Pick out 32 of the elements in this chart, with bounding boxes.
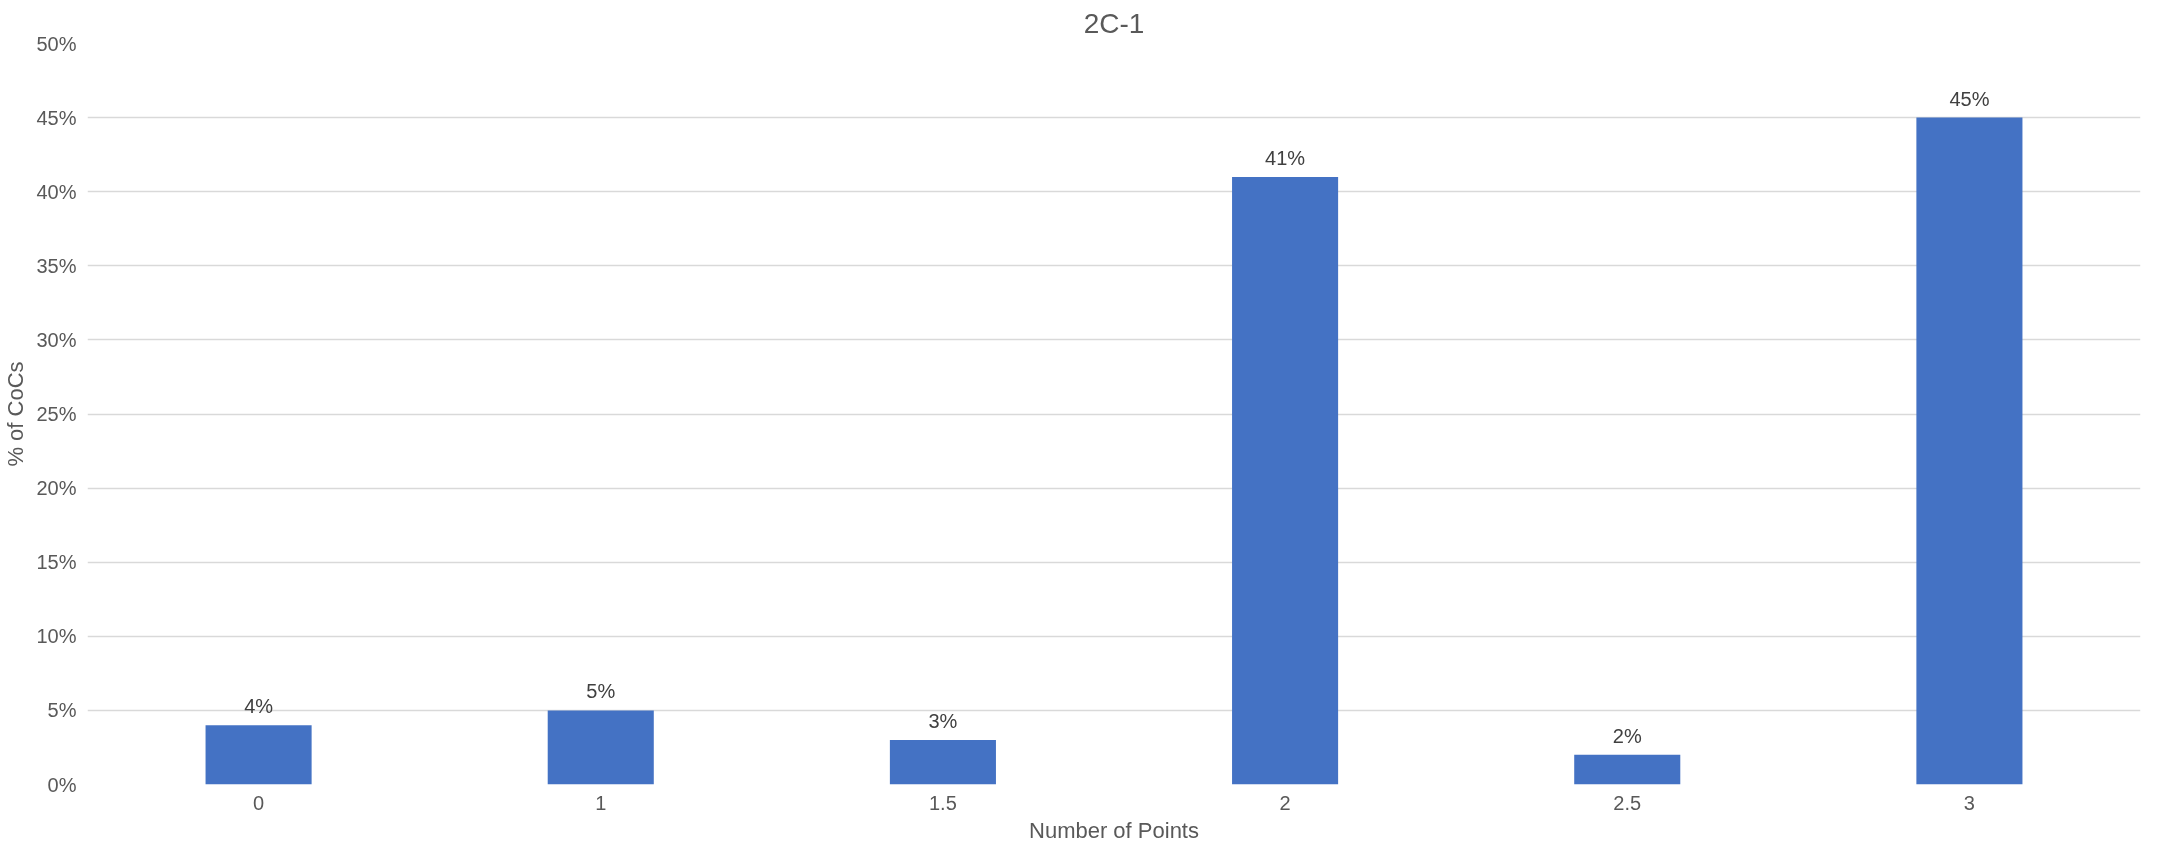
y-tick-label: 15% xyxy=(36,551,77,574)
y-tick-label: 20% xyxy=(36,477,77,500)
bar xyxy=(1574,754,1681,785)
y-tick-label: 45% xyxy=(36,106,77,129)
data-label: 3% xyxy=(928,710,958,733)
y-tick-label: 40% xyxy=(36,180,77,203)
bar xyxy=(1232,176,1339,785)
y-tick-label: 25% xyxy=(36,403,77,425)
chart-title: 2C-1 xyxy=(1083,7,1145,39)
y-tick-label: 30% xyxy=(36,328,77,351)
x-tick-label: 2.5 xyxy=(1613,791,1642,814)
data-label: 5% xyxy=(586,680,616,703)
y-tick-label: 10% xyxy=(36,625,77,648)
y-tick-label: 35% xyxy=(36,254,77,277)
x-tick-label: 1 xyxy=(595,791,607,814)
bar xyxy=(547,710,654,785)
data-label: 4% xyxy=(244,695,274,718)
x-tick-label: 0 xyxy=(253,791,265,814)
y-tick-label: 0% xyxy=(47,773,77,796)
data-label: 45% xyxy=(1949,87,1990,110)
x-tick-label: 1.5 xyxy=(929,791,957,814)
x-tick-label: 2 xyxy=(1279,791,1291,814)
y-tick-label: 5% xyxy=(47,699,77,722)
y-axis-title: % of CoCs xyxy=(3,361,29,467)
data-label: 41% xyxy=(1265,146,1306,169)
data-label: 2% xyxy=(1612,724,1642,747)
x-axis-title: Number of Points xyxy=(1029,817,1199,843)
y-tick-label: 50% xyxy=(36,32,77,55)
bar xyxy=(205,725,312,785)
bar xyxy=(1916,117,2023,785)
bar xyxy=(889,740,996,785)
x-tick-label: 3 xyxy=(1963,791,1975,814)
